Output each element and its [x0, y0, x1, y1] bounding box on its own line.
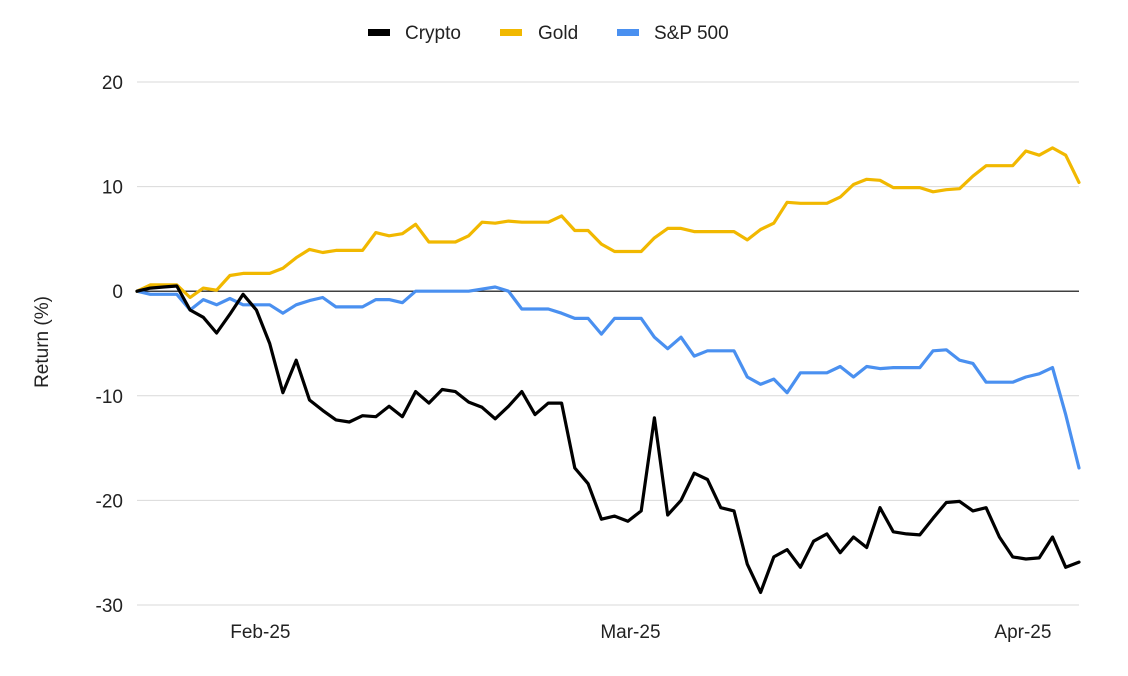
y-tick-label--30: -30	[96, 596, 123, 617]
x-axis-ticks: Feb-25 Mar-25 Apr-25	[230, 622, 1051, 643]
gridlines	[137, 81, 1079, 606]
y-tick-label--20: -20	[96, 491, 123, 512]
y-axis-title: Return (%)	[32, 296, 53, 388]
y-tick-label-0: 0	[112, 282, 123, 303]
legend-label-sp500: S&P 500	[654, 23, 729, 44]
series-lines	[135, 146, 1081, 595]
legend-swatch-sp500	[617, 29, 639, 36]
series-line-crypto	[135, 284, 1081, 595]
x-tick-label-mar-25: Mar-25	[600, 622, 660, 643]
series-line-gold	[135, 146, 1081, 300]
legend-swatch-gold	[500, 29, 522, 36]
legend-swatch-crypto	[368, 29, 390, 36]
legend-label-crypto: Crypto	[405, 23, 461, 44]
y-tick-label-20: 20	[102, 73, 123, 94]
legend: Crypto Gold S&P 500	[368, 23, 729, 44]
series-line-sp500	[135, 285, 1081, 470]
y-axis-ticks: 20 10 0 -10 -20 -30	[96, 73, 123, 617]
x-tick-label-feb-25: Feb-25	[230, 622, 290, 643]
legend-item-crypto[interactable]: Crypto	[368, 23, 461, 44]
y-tick-label-10: 10	[102, 178, 123, 199]
y-tick-label--10: -10	[96, 387, 123, 408]
legend-item-sp500[interactable]: S&P 500	[617, 23, 729, 44]
legend-label-gold: Gold	[538, 23, 578, 44]
x-tick-label-apr-25: Apr-25	[994, 622, 1051, 643]
legend-item-gold[interactable]: Gold	[500, 23, 578, 44]
